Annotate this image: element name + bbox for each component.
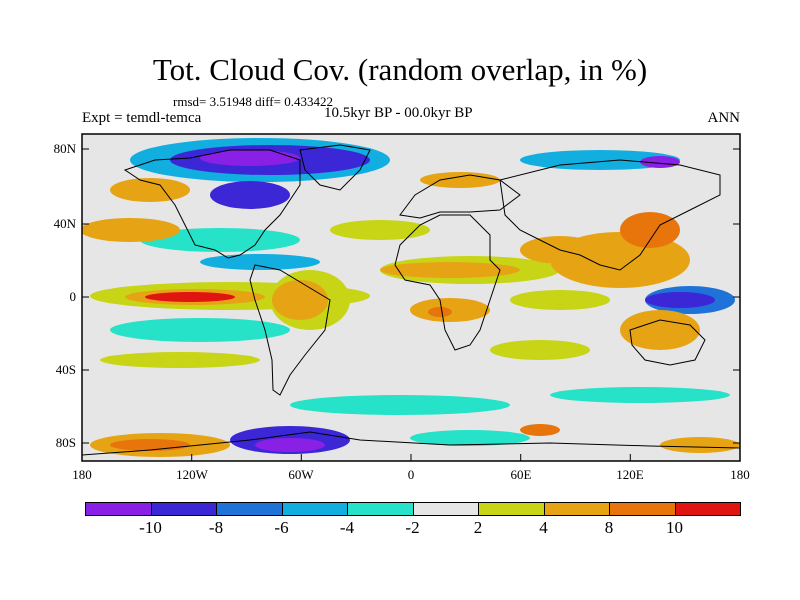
lon-label: 120E — [616, 467, 644, 482]
coastlines — [82, 144, 740, 456]
lon-label: 180 — [730, 467, 750, 482]
anomaly-field — [82, 138, 740, 457]
anomaly-patch — [645, 292, 715, 308]
anomaly-patch — [110, 318, 290, 342]
colorbar-swatch — [150, 502, 217, 516]
colorbar-swatch — [609, 502, 676, 516]
colorbar-label: 10 — [666, 518, 683, 537]
lon-label: 120W — [176, 467, 208, 482]
anomaly-patch — [272, 280, 328, 320]
lat-label: 40N — [53, 216, 76, 231]
lat-label: 40S — [55, 362, 76, 377]
colorbar-label: -4 — [339, 518, 355, 537]
anomaly-patch — [420, 172, 500, 188]
anomaly-patch — [640, 156, 680, 168]
map-title: Tot. Cloud Cov. (random overlap, in %) — [152, 52, 648, 87]
period-label: 10.5kyr BP - 00.0kyr BP — [324, 105, 473, 121]
colorbar-swatch — [412, 502, 479, 516]
anomaly-patch — [410, 430, 530, 446]
anomaly-patch — [200, 150, 300, 166]
colorbar-label: 8 — [604, 518, 614, 537]
lon-label: 0 — [407, 467, 415, 482]
colorbar-label: -8 — [208, 518, 224, 537]
lat-label: 80N — [53, 141, 76, 156]
colorbar-swatch — [85, 502, 152, 516]
colorbar-label: 2 — [473, 518, 483, 537]
anomaly-patch — [210, 181, 290, 209]
colorbar-label: 4 — [539, 518, 548, 537]
colorbar-label: -6 — [274, 518, 289, 537]
anomaly-patch — [428, 307, 452, 317]
colorbar-swatch — [674, 502, 741, 516]
anomaly-patch — [140, 228, 300, 252]
anomaly-patch — [100, 352, 260, 368]
anomaly-patch — [145, 292, 235, 302]
anomaly-patch — [660, 437, 740, 453]
anomaly-patch — [380, 262, 520, 278]
anomaly-patch — [620, 310, 700, 350]
anomaly-patch — [330, 220, 430, 240]
colorbar-label: -10 — [139, 518, 162, 537]
lon-label: 60E — [510, 467, 532, 482]
anomaly-patch — [520, 424, 560, 436]
colorbar-swatch — [543, 502, 610, 516]
colorbar-swatch — [478, 502, 545, 516]
lon-label: 180 — [72, 467, 92, 482]
axis-ticks — [81, 148, 741, 461]
anomaly-patch — [82, 218, 180, 242]
season-label: ANN — [707, 110, 741, 126]
anomaly-patch — [620, 212, 680, 248]
anomaly-patch — [110, 439, 190, 451]
colorbar-swatch — [347, 502, 414, 516]
anomaly-patch — [255, 438, 325, 452]
colorbar-label: -2 — [405, 518, 420, 537]
colorbar-swatch — [216, 502, 283, 516]
stats-text: rmsd= 3.51948 diff= 0.433422 — [173, 94, 333, 109]
anomaly-patch — [510, 290, 610, 310]
anomaly-patch — [290, 395, 510, 415]
experiment-label: Expt = temdl-temca — [82, 110, 202, 126]
anomaly-patch — [200, 254, 320, 270]
anomaly-patch — [110, 178, 190, 202]
lat-label: 80S — [55, 435, 76, 450]
anomaly-patch — [490, 340, 590, 360]
anomaly-patch — [550, 387, 730, 403]
colorbar-swatch — [281, 502, 348, 516]
lat-label: 0 — [69, 289, 77, 304]
lon-label: 60W — [288, 467, 314, 482]
